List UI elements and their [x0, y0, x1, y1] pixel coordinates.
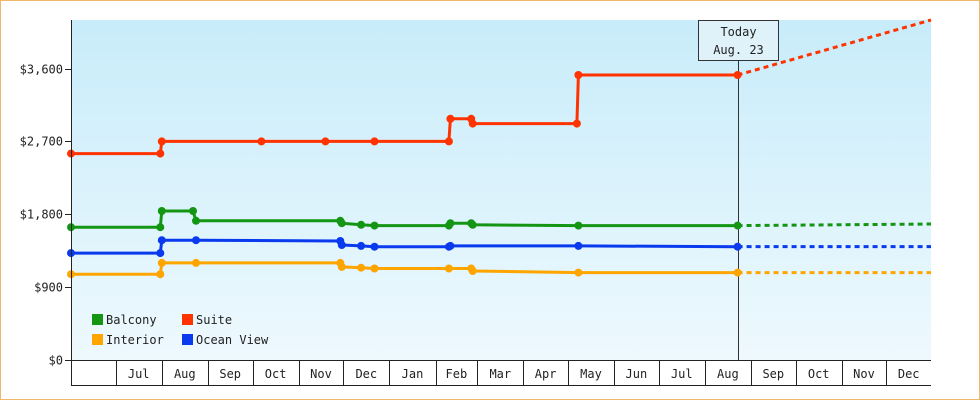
legend-label-interior: Interior	[106, 333, 164, 347]
data-point-balcony	[156, 223, 165, 232]
data-point-balcony	[192, 216, 200, 225]
today-box	[698, 20, 779, 61]
x-tick-label: Jul	[128, 367, 150, 381]
data-point-suite	[257, 137, 266, 146]
x-tick-label: Dec	[898, 367, 920, 381]
plot-background	[71, 20, 931, 360]
legend-label-ocean-view: Ocean View	[196, 333, 269, 347]
x-tick-label: Sep	[762, 367, 784, 381]
data-point-balcony	[468, 220, 477, 229]
data-point-balcony	[189, 207, 197, 215]
data-point-interior	[357, 263, 366, 272]
data-point-balcony	[157, 207, 166, 215]
data-point-interior	[337, 262, 346, 271]
y-tick-label: $2,700	[20, 135, 63, 149]
x-tick-label: Mar	[489, 367, 511, 381]
data-point-interior	[370, 264, 379, 273]
data-point-ocean-view	[157, 236, 166, 245]
data-point-ocean-view	[574, 241, 583, 250]
x-tick-label: Aug	[717, 367, 739, 381]
x-tick-label: Feb	[446, 367, 468, 381]
data-point-balcony	[574, 221, 583, 230]
data-point-interior	[468, 267, 477, 275]
x-tick-label: Aug	[174, 367, 196, 381]
x-tick-label: Jul	[671, 367, 693, 381]
data-point-suite	[157, 137, 166, 146]
data-point-ocean-view	[192, 236, 200, 245]
data-point-suite	[156, 149, 165, 158]
data-point-balcony	[337, 219, 346, 228]
x-tick-label: Nov	[310, 367, 332, 381]
data-point-interior	[733, 268, 742, 277]
data-point-balcony	[733, 221, 742, 230]
data-point-interior	[157, 258, 166, 267]
data-point-suite	[733, 71, 742, 79]
data-point-interior	[444, 264, 453, 273]
legend-label-suite: Suite	[196, 313, 232, 327]
x-tick-label: Jan	[402, 367, 424, 381]
data-point-suite	[370, 137, 379, 146]
data-point-ocean-view	[733, 242, 742, 251]
x-tick-label: May	[580, 367, 602, 381]
legend-swatch-ocean-view	[182, 334, 193, 345]
y-tick-label: $3,600	[20, 63, 63, 77]
data-point-ocean-view	[156, 249, 165, 258]
today-date: Aug. 23	[713, 43, 764, 57]
x-tick-label: Jun	[626, 367, 648, 381]
y-tick-label: $0	[49, 354, 63, 368]
data-point-suite	[468, 119, 477, 128]
data-point-ocean-view	[337, 241, 346, 249]
data-point-ocean-view	[446, 241, 455, 250]
data-point-balcony	[446, 219, 455, 228]
data-point-suite	[444, 137, 453, 146]
y-tick-label: $1,800	[20, 208, 63, 222]
data-point-suite	[446, 114, 455, 123]
data-point-interior	[574, 268, 583, 277]
data-point-balcony	[370, 221, 379, 230]
x-tick-label: Oct	[265, 367, 287, 381]
today-label: Today	[720, 25, 756, 39]
y-tick-label: $900	[34, 281, 63, 295]
forecast-line-suite	[737, 18, 932, 77]
x-tick-label: Apr	[535, 367, 557, 381]
data-point-interior	[192, 258, 200, 267]
data-point-interior	[156, 270, 165, 279]
x-tick-label: Sep	[219, 367, 241, 381]
data-point-suite	[572, 119, 581, 128]
legend-label-balcony: Balcony	[106, 313, 157, 327]
x-tick-label: Dec	[355, 367, 377, 381]
x-tick-label: Oct	[808, 367, 830, 381]
data-point-ocean-view	[370, 242, 379, 251]
data-point-suite	[321, 137, 330, 146]
legend-swatch-balcony	[92, 314, 103, 325]
data-point-ocean-view	[357, 241, 366, 250]
data-point-balcony	[357, 220, 366, 229]
data-point-suite	[574, 71, 583, 79]
x-tick-label: Nov	[853, 367, 875, 381]
legend-swatch-suite	[182, 314, 193, 325]
legend-swatch-interior	[92, 334, 103, 345]
